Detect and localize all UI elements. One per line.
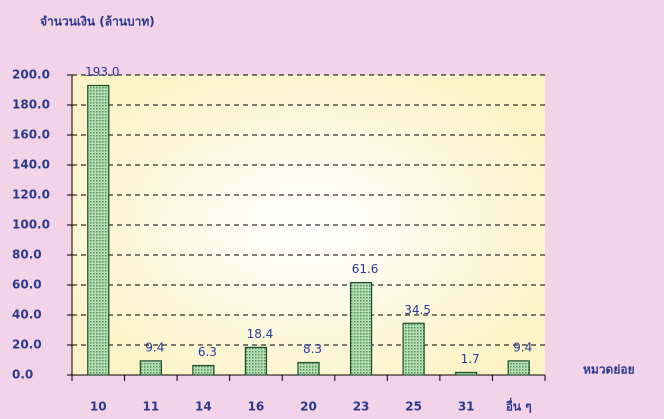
x-tick-label: 16 — [248, 400, 265, 414]
y-tick-label: 80.0 — [12, 248, 42, 262]
x-axis-title: หมวดย่อย — [583, 363, 635, 377]
x-tick-label: 23 — [353, 400, 370, 414]
data-label: 9.4 — [513, 340, 532, 354]
bar — [402, 322, 425, 376]
y-tick-label: 100.0 — [12, 218, 50, 232]
bar — [192, 364, 215, 376]
bar — [244, 346, 268, 376]
x-tick-label: 14 — [195, 400, 212, 414]
bar — [139, 360, 162, 376]
data-label: 34.5 — [404, 303, 431, 317]
y-tick-label: 40.0 — [12, 308, 42, 322]
x-tick-label: 25 — [405, 400, 422, 414]
y-tick-label: 60.0 — [12, 278, 42, 292]
data-label: 1.7 — [461, 352, 480, 366]
x-tick-label: 20 — [300, 400, 317, 414]
bar — [455, 371, 478, 376]
y-tick-label: 200.0 — [12, 68, 50, 82]
y-tick-label: 120.0 — [12, 188, 50, 202]
data-label: 9.4 — [145, 340, 164, 354]
x-tick-label: 11 — [142, 400, 159, 414]
bar — [349, 282, 373, 376]
data-label: 18.4 — [247, 327, 274, 341]
data-label: 61.6 — [352, 262, 379, 276]
data-label: 193.0 — [85, 65, 119, 79]
x-tick-label: 10 — [90, 400, 107, 414]
x-tick-label: อื่น ๆ — [506, 398, 532, 414]
y-tick-label: 160.0 — [12, 128, 50, 142]
y-tick-label: 20.0 — [12, 338, 42, 352]
y-axis-title: จำนวนเงิน (ล้านบาท) — [40, 15, 155, 29]
data-label: 8.3 — [303, 342, 322, 356]
y-tick-label: 180.0 — [12, 98, 50, 112]
bar — [297, 361, 320, 376]
data-label: 6.3 — [198, 345, 217, 359]
y-tick-label: 140.0 — [12, 158, 50, 172]
x-tick-label: 31 — [458, 400, 475, 414]
bar — [87, 84, 110, 376]
y-tick-label: 0.0 — [12, 368, 33, 382]
bar — [507, 360, 530, 376]
